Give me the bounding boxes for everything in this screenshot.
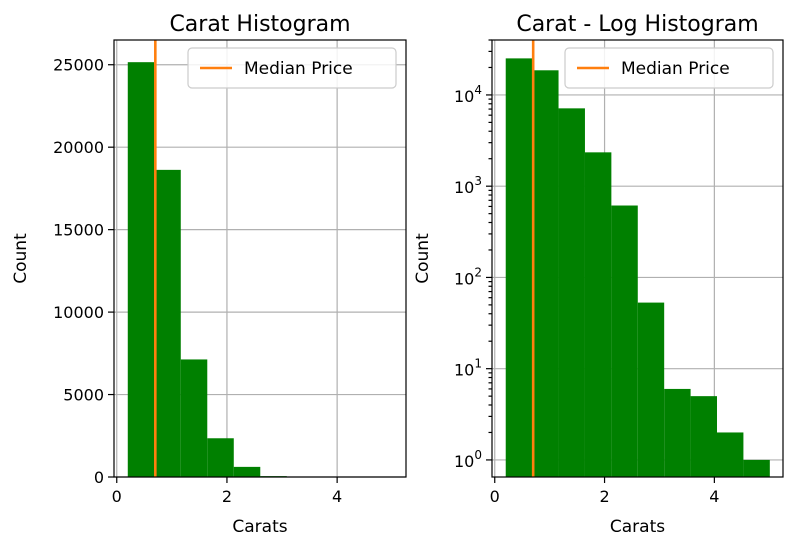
legend-box xyxy=(564,47,774,89)
y-tick-label: 15000 xyxy=(53,221,104,240)
chart-2: 0 2 4 100 101 102 103 104 Carat - Log Histogram C… xyxy=(413,12,784,537)
x-axis-label: Carats xyxy=(232,517,287,537)
histogram-bar xyxy=(207,438,234,477)
x-tick-label: 4 xyxy=(332,487,342,506)
histogram-bar xyxy=(154,169,181,477)
histogram-bar xyxy=(584,152,612,478)
x-tick-label: 4 xyxy=(709,487,719,506)
x-axis-label: Carats xyxy=(610,517,665,537)
histogram-bar xyxy=(180,359,208,477)
histogram-bar xyxy=(505,58,533,477)
chart-1: 0 2 4 0 5000 10000 15000 20000 25000 Carat Histog… xyxy=(11,12,407,537)
y-tick-label: 100 xyxy=(454,448,482,471)
histogram-bar xyxy=(637,302,665,477)
histogram-bar xyxy=(532,70,559,478)
histogram-bar xyxy=(611,205,638,477)
plot-frame xyxy=(113,39,407,478)
y-axis-label: Count xyxy=(11,233,31,284)
legend-label: Median Price xyxy=(244,59,353,79)
legend-label: Median Price xyxy=(621,59,730,79)
legend: Median Price xyxy=(187,47,397,89)
y-tick-label: 102 xyxy=(454,265,482,288)
legend: Median Price xyxy=(564,47,774,89)
histogram-bar xyxy=(717,432,744,477)
y-tick-label: 103 xyxy=(454,174,482,197)
y-tick-label: 10000 xyxy=(53,303,104,322)
histogram-bar xyxy=(743,459,770,477)
histogram-bar xyxy=(558,108,585,478)
y-tick-label: 5000 xyxy=(63,386,104,405)
histogram-bar xyxy=(690,396,718,477)
chart-title: Carat Histogram xyxy=(169,12,350,37)
histogram-bar xyxy=(233,466,261,477)
y-tick-label: 20000 xyxy=(53,138,104,157)
plot-frame xyxy=(491,39,784,478)
histogram-bar xyxy=(127,62,155,477)
y-tick-label: 104 xyxy=(454,83,482,106)
chart-title: Carat - Log Histogram xyxy=(516,12,758,37)
x-tick-label: 2 xyxy=(222,487,232,506)
histogram-bar xyxy=(664,388,691,477)
x-tick-label: 0 xyxy=(112,487,122,506)
y-tick-label: 0 xyxy=(94,468,104,487)
y-tick-label: 25000 xyxy=(53,56,104,75)
legend-box xyxy=(187,47,397,89)
x-tick-label: 2 xyxy=(599,487,609,506)
y-tick-label: 101 xyxy=(454,357,482,380)
y-axis-label: Count xyxy=(413,233,433,284)
x-tick-label: 0 xyxy=(490,487,500,506)
